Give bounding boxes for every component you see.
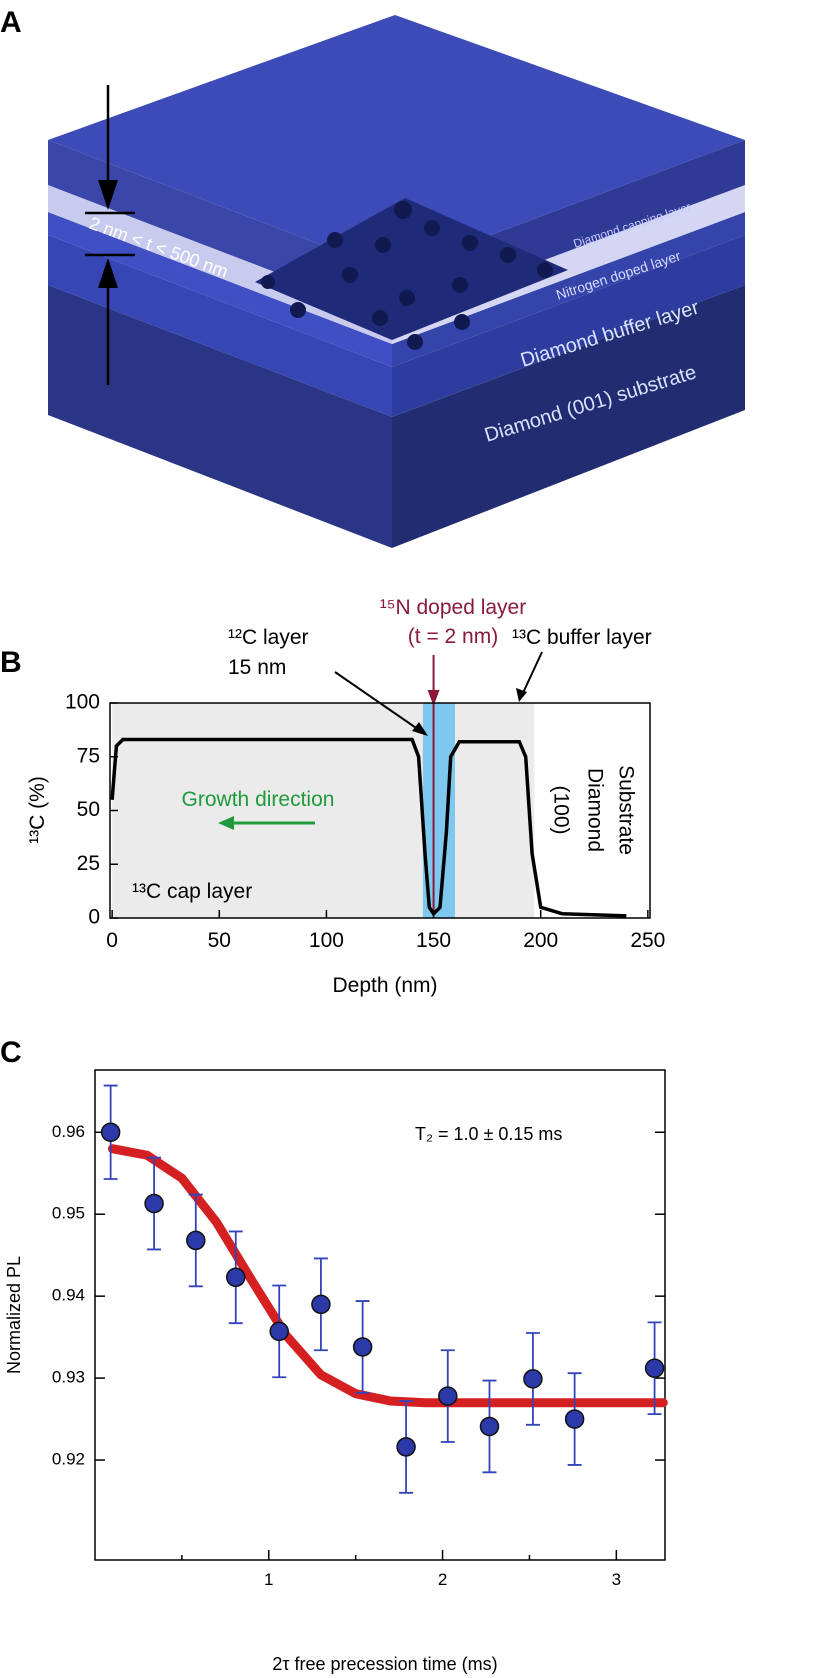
data-point xyxy=(311,1294,331,1315)
panel-label: B xyxy=(0,646,22,679)
y-tick-label: 0 xyxy=(88,906,100,929)
annotation: Diamond xyxy=(583,768,606,852)
x-tick-label: 2 xyxy=(438,1570,447,1589)
data-point xyxy=(352,1337,373,1357)
panel-label: A xyxy=(0,6,22,39)
data-point xyxy=(479,1416,500,1437)
y-tick-label: 25 xyxy=(77,852,100,875)
pointer xyxy=(334,671,423,733)
annotation: ¹³C cap layer xyxy=(132,880,252,903)
y-tick-label: 50 xyxy=(77,798,100,821)
arrow-head xyxy=(98,258,118,288)
arrow-head xyxy=(516,688,527,702)
x-axis-label: 2τ free precession time (ms) xyxy=(272,1654,497,1674)
x-tick-label: 150 xyxy=(416,929,451,952)
data-point xyxy=(523,1369,543,1389)
y-tick-label: 0.95 xyxy=(52,1204,85,1223)
y-axis-label: Normalized PL xyxy=(4,1256,24,1374)
nv-centers xyxy=(261,201,553,350)
doped-right xyxy=(392,212,745,367)
y-tick-label: 0.92 xyxy=(52,1450,85,1469)
data-point xyxy=(644,1358,665,1379)
data-point xyxy=(186,1230,206,1251)
annotation: ¹⁵N doped layer xyxy=(380,596,526,619)
x-tick-label: 0 xyxy=(106,929,118,952)
substrate-right xyxy=(392,285,745,548)
panel-a: A Diamond capping layer Nitrogen doped l… xyxy=(0,6,745,548)
annotation: Growth direction xyxy=(182,788,335,811)
data-point xyxy=(100,1122,121,1143)
data-point xyxy=(144,1193,164,1214)
x-tick-label: 50 xyxy=(208,929,231,952)
annotation: Substrate xyxy=(614,765,637,855)
fit-line xyxy=(107,1144,668,1408)
annotation: (100) xyxy=(549,785,572,834)
gap-left xyxy=(48,185,392,344)
cap-top xyxy=(48,15,745,272)
arrow-head xyxy=(427,690,440,706)
panel-label: C xyxy=(0,1036,22,1069)
x-tick-label: 250 xyxy=(630,929,665,952)
doped-left xyxy=(48,212,392,367)
data-point xyxy=(269,1321,289,1342)
annotation: ¹²C layer xyxy=(228,626,309,649)
buffer-right xyxy=(392,235,745,417)
x-tick-label: 200 xyxy=(523,929,558,952)
data-line xyxy=(110,737,627,918)
x-tick-label: 100 xyxy=(309,929,344,952)
y-tick-label: 75 xyxy=(77,744,100,767)
annotation: T₂ = 1.0 ± 0.15 ms xyxy=(415,1124,562,1144)
substrate-left xyxy=(48,285,392,548)
cutout xyxy=(255,198,568,340)
x-tick-label: 1 xyxy=(264,1570,273,1589)
plot-frame xyxy=(94,1069,666,1561)
arrow-head xyxy=(218,816,234,830)
annotation: ¹³C buffer layer xyxy=(512,626,652,649)
y-axis-label: ¹³C (%) xyxy=(26,776,49,844)
x-tick-label: 3 xyxy=(612,1570,621,1589)
arrow-head xyxy=(412,722,428,736)
y-tick-label: 0.93 xyxy=(52,1368,85,1387)
y-tick-label: 0.94 xyxy=(52,1286,85,1305)
data-point xyxy=(226,1267,246,1288)
annotation: (t = 2 nm) xyxy=(408,625,498,648)
data-point xyxy=(564,1409,585,1429)
x-axis-label: Depth (nm) xyxy=(332,974,437,997)
y-tick-label: 0.96 xyxy=(52,1122,85,1141)
data-point xyxy=(396,1437,416,1457)
arrow-head xyxy=(98,180,118,210)
data-point xyxy=(438,1386,458,1406)
pointer xyxy=(521,651,543,696)
annotation: 15 nm xyxy=(228,656,286,679)
buffer-left xyxy=(48,235,392,417)
y-tick-label: 100 xyxy=(65,691,100,714)
